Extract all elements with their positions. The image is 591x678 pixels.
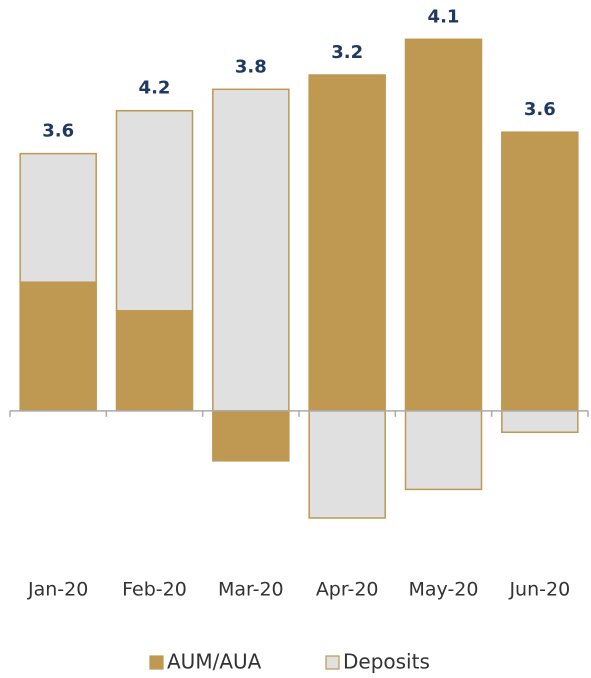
bar-segment	[115, 310, 194, 412]
bar-segment	[19, 152, 97, 283]
legend-label: AUM/AUA	[167, 650, 262, 674]
bar-segment	[404, 38, 483, 412]
total-label: 3.6	[42, 121, 74, 142]
x-tick-label: Jun-20	[508, 579, 570, 601]
x-tick-label: Jan-20	[27, 579, 88, 601]
total-label: 3.2	[331, 42, 363, 63]
bar-segment	[19, 281, 97, 412]
bar-segment	[212, 88, 290, 412]
x-tick-label: May-20	[409, 579, 479, 601]
legend-label: Deposits	[343, 650, 430, 674]
bar-segment	[501, 410, 579, 434]
bar-segment	[501, 131, 579, 412]
x-tick-label: Mar-20	[218, 579, 284, 601]
total-label: 4.1	[428, 6, 460, 27]
total-label: 4.2	[139, 78, 171, 99]
total-label: 3.6	[524, 99, 556, 120]
total-label: 3.8	[235, 56, 267, 77]
bar-segment	[308, 74, 386, 412]
x-tick-label: Apr-20	[316, 579, 379, 601]
bar-segment	[308, 410, 386, 519]
bar-segment	[115, 109, 194, 312]
legend-swatch	[149, 655, 164, 670]
bar-segment	[212, 410, 290, 462]
bar-segment	[404, 410, 483, 491]
x-tick-label: Feb-20	[122, 579, 187, 601]
legend-swatch	[325, 655, 340, 670]
